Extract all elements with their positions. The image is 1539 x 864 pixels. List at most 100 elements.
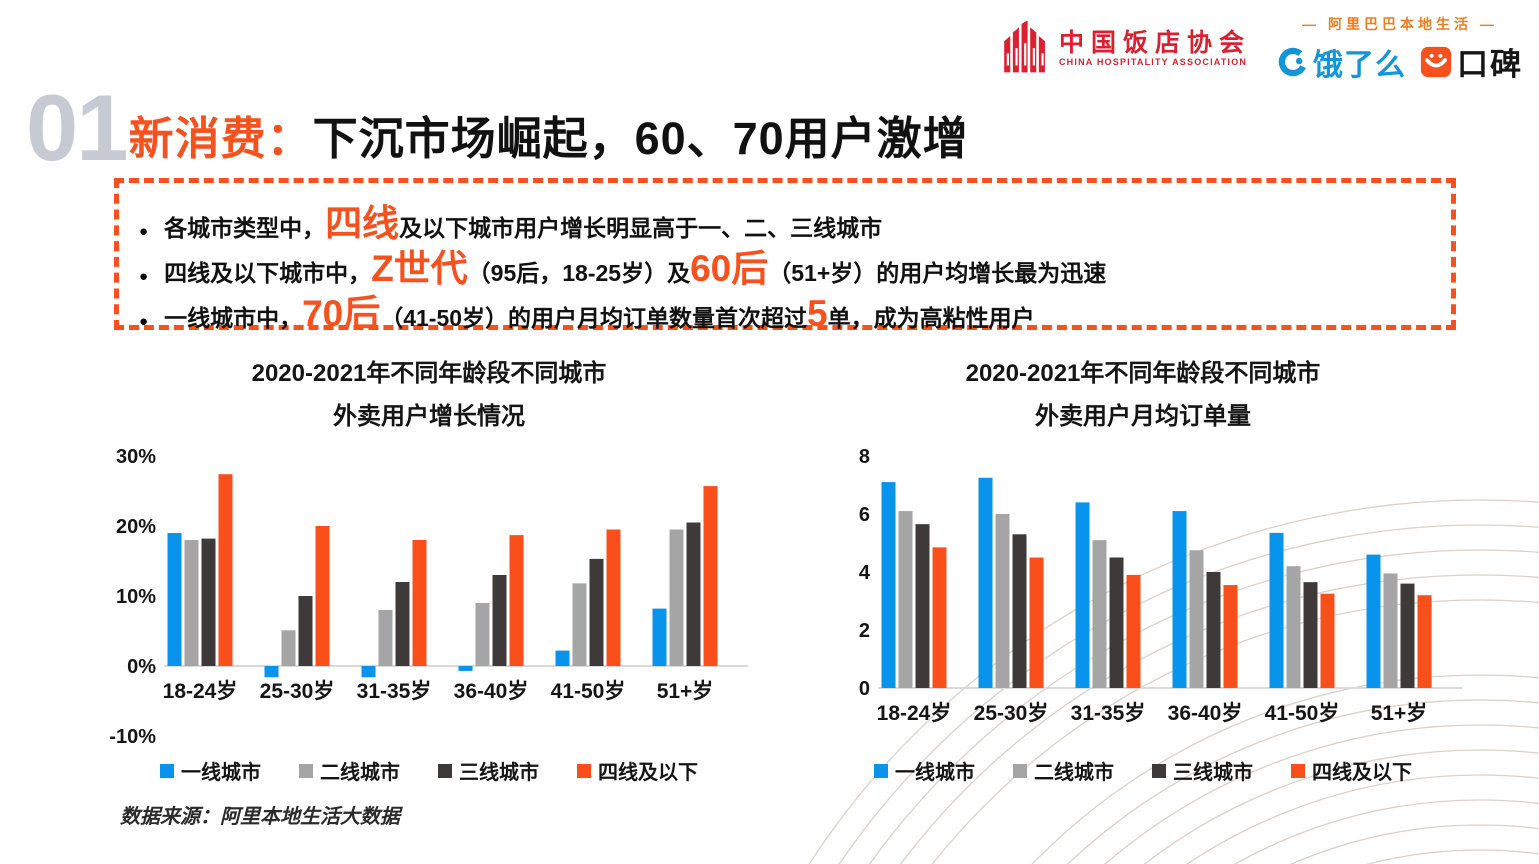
bar bbox=[606, 529, 621, 666]
bar bbox=[1075, 502, 1090, 688]
bullet-item: ● 各城市类型中， 四线 及以下城市用户增长明显高于一、二、三线城市 bbox=[123, 193, 1435, 244]
y-tick-label: 0% bbox=[127, 656, 156, 678]
x-category-label: 25-30岁 bbox=[260, 679, 335, 703]
bullet-item: ● 四线及以下城市中， Z世代 （95后，18-25岁）及 60后 （51+岁）的用户均增… bbox=[123, 238, 1435, 289]
y-tick-label: -10% bbox=[109, 726, 156, 748]
bar bbox=[509, 535, 524, 666]
bar bbox=[315, 526, 330, 666]
bar bbox=[361, 666, 376, 678]
bar bbox=[1269, 532, 1284, 688]
bar bbox=[218, 474, 233, 666]
bar bbox=[492, 575, 507, 666]
bar bbox=[395, 582, 410, 666]
y-tick-label: 0 bbox=[859, 678, 870, 700]
page-title-rest: 下沉市场崛起，60、70用户激增 bbox=[312, 113, 969, 164]
bullet-item: ● 一线城市中， 70后 （41-50岁）的用户月均订单数量首次超过 5 单，成为高粘性用… bbox=[123, 283, 1435, 334]
legend-item: 三线城市 bbox=[438, 756, 539, 785]
legend-item: 三线城市 bbox=[1152, 756, 1253, 785]
bar bbox=[1417, 595, 1432, 688]
chart-growth-block: 2020-2021年不同年龄段不同城市 外卖用户增长情况 30% 20% 10% 0%… bbox=[98, 352, 788, 785]
legend-swatch bbox=[577, 763, 591, 778]
bar bbox=[1383, 573, 1398, 688]
chart-growth-title-line1: 2020-2021年不同年龄段不同城市 bbox=[251, 360, 607, 387]
bar bbox=[1189, 550, 1204, 688]
cha-logo: 中国饭店协会 CHINA HOSPITALITY ASSOCIATION bbox=[999, 18, 1251, 80]
bullet-text: （41-50岁）的用户月均订单数量首次超过 bbox=[380, 305, 808, 331]
bar bbox=[881, 482, 896, 688]
legend-swatch bbox=[438, 763, 452, 778]
data-source-note: 数据来源：阿里本地生活大数据 bbox=[120, 806, 400, 828]
x-category-label: 18-24岁 bbox=[877, 701, 952, 725]
page-title-highlight: 新消费： bbox=[128, 113, 313, 164]
legend-item: 一线城市 bbox=[874, 756, 975, 785]
koubei-label: 口碑 bbox=[1457, 47, 1523, 82]
bar bbox=[652, 608, 667, 666]
y-tick-label: 20% bbox=[116, 516, 156, 538]
bar bbox=[1012, 534, 1027, 688]
bar bbox=[898, 511, 913, 688]
bar bbox=[555, 650, 570, 666]
bar bbox=[995, 514, 1010, 688]
legend-item: 二线城市 bbox=[1013, 756, 1114, 785]
bar bbox=[458, 666, 473, 671]
x-category-label: 41-50岁 bbox=[1265, 701, 1340, 725]
x-category-label: 31-35岁 bbox=[357, 679, 432, 703]
legend-swatch bbox=[160, 763, 174, 778]
x-category-label: 18-24岁 bbox=[163, 679, 238, 703]
bullet-text: 及以下城市用户增长明显高于一、二、三线城市 bbox=[399, 215, 883, 241]
bullet-dot-icon: ● bbox=[139, 313, 149, 330]
chart-orders-plot: 8 6 4 2 0 18-24岁 25-30岁 31-35岁 36-40岁 41-50岁 51+岁 bbox=[859, 446, 1462, 725]
x-category-label: 51+岁 bbox=[1371, 701, 1428, 725]
bullet-dot-icon: ● bbox=[139, 268, 149, 285]
y-tick-label: 6 bbox=[859, 504, 870, 526]
bullet-emphasis-text: Z世代 bbox=[371, 248, 468, 289]
bar bbox=[1172, 511, 1187, 688]
x-category-label: 25-30岁 bbox=[974, 701, 1049, 725]
legend-swatch bbox=[1152, 763, 1166, 778]
bullet-emphasis-text: 60后 bbox=[690, 248, 769, 289]
chart-growth-plot: 30% 20% 10% 0% -10% 18-24岁 25-30岁 31-35岁 36-40岁 4… bbox=[109, 446, 748, 748]
cha-name-en: CHINA HOSPITALITY ASSOCIATION bbox=[1058, 56, 1248, 67]
bullet-text: 单，成为高粘性用户 bbox=[827, 305, 1035, 331]
bar bbox=[589, 558, 604, 666]
cha-name-cn: 中国饭店协会 bbox=[1058, 29, 1251, 58]
koubei-logo: 口碑 bbox=[1420, 39, 1523, 84]
chart-orders-title-line1: 2020-2021年不同年龄段不同城市 bbox=[965, 360, 1321, 387]
bar bbox=[978, 477, 993, 688]
bar bbox=[669, 529, 684, 666]
bullet-emphasis-text: 四线 bbox=[325, 203, 400, 244]
bar bbox=[1206, 572, 1221, 688]
bullet-dot-icon: ● bbox=[139, 223, 149, 240]
ali-local-life-block: — 阿里巴巴本地生活 — 饿了么 口碑 bbox=[1277, 14, 1523, 84]
legend-item: 一线城市 bbox=[160, 756, 261, 785]
bar bbox=[281, 630, 296, 666]
x-category-label: 41-50岁 bbox=[551, 679, 626, 703]
legend-label: 一线城市 bbox=[181, 762, 261, 784]
bar bbox=[686, 522, 701, 666]
legend-label: 三线城市 bbox=[1173, 762, 1253, 784]
bar bbox=[932, 547, 947, 688]
bar bbox=[167, 533, 182, 666]
legend-swatch bbox=[299, 763, 313, 778]
x-category-label: 51+岁 bbox=[657, 679, 714, 703]
legend-swatch bbox=[874, 763, 888, 778]
koubei-smile-icon bbox=[1420, 46, 1452, 77]
y-tick-label: 30% bbox=[116, 446, 156, 468]
header: 中国饭店协会 CHINA HOSPITALITY ASSOCIATION — 阿… bbox=[999, 14, 1523, 84]
bar bbox=[184, 540, 199, 666]
bullet-text: （95后，18-25岁）及 bbox=[467, 260, 691, 286]
bar bbox=[1286, 566, 1301, 688]
eleme-e-icon bbox=[1278, 47, 1308, 76]
key-points-box: ● 各城市类型中， 四线 及以下城市用户增长明显高于一、二、三线城市 ● 四线及以下城市中… bbox=[114, 178, 1456, 334]
y-tick-label: 8 bbox=[859, 446, 870, 468]
bar bbox=[1366, 554, 1381, 688]
y-tick-label: 10% bbox=[116, 586, 156, 608]
bullet-emphasis-text: 5 bbox=[807, 293, 828, 334]
y-tick-label: 2 bbox=[859, 620, 870, 642]
page-title: 新消费：下沉市场崛起，60、70用户激增 bbox=[129, 102, 969, 167]
bullet-text: 四线及以下城市中， bbox=[164, 260, 372, 286]
bar bbox=[1029, 557, 1044, 688]
chart-growth-title-line2: 外卖用户增长情况 bbox=[333, 403, 525, 430]
bar bbox=[915, 524, 930, 688]
